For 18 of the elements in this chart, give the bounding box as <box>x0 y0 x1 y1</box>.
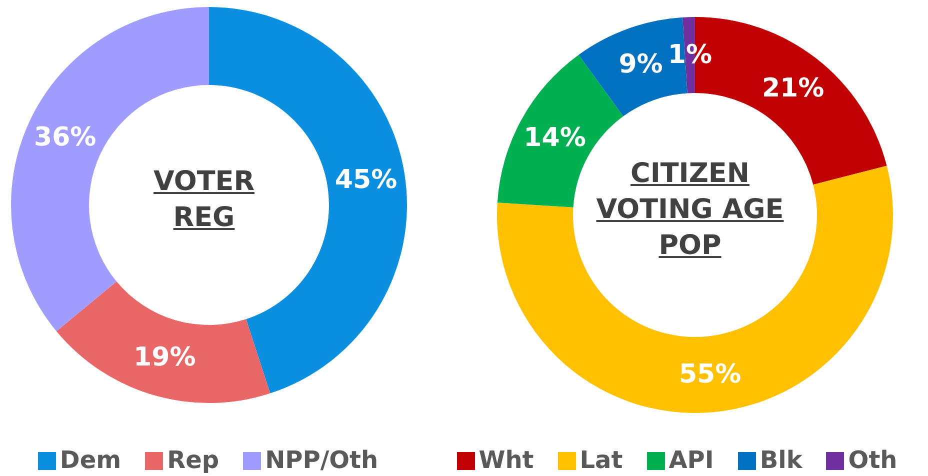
legend-label: Dem <box>60 446 122 474</box>
data-label: 36% <box>34 122 96 152</box>
text: CITIZEN VOTING AGE POP <box>596 158 784 261</box>
legend-label: NPP/Oth <box>265 446 378 474</box>
data-label: 55% <box>678 359 742 390</box>
data-label: 9% <box>618 49 663 80</box>
data-label: 45% <box>334 165 398 196</box>
data-label: 19% <box>134 342 196 373</box>
legend-label: Rep <box>167 446 220 474</box>
donut-slice <box>56 281 270 403</box>
legend-label: Lat <box>580 446 623 474</box>
text: VOTER REG <box>153 166 255 233</box>
legend-label: Oth <box>848 446 898 474</box>
legend-label: Wht <box>478 446 534 474</box>
data-label: 14% <box>524 122 586 153</box>
legend-label: Blk <box>760 446 802 474</box>
legend-label: API <box>668 446 714 474</box>
data-label: 21% <box>762 74 824 104</box>
